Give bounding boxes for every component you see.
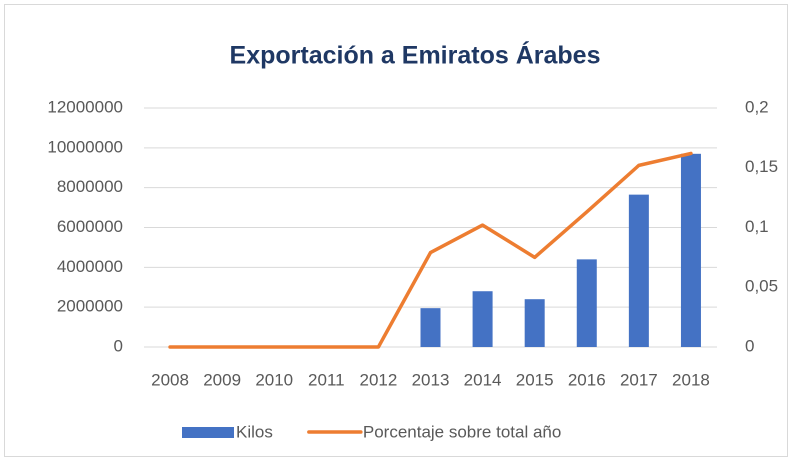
legend-swatch: [182, 427, 234, 438]
x-tick-label: 2015: [516, 370, 554, 389]
y-tick-label: 8000000: [57, 177, 123, 196]
y2-tick-label: 0,05: [745, 277, 778, 296]
y2-tick-label: 0,2: [745, 97, 769, 116]
y-tick-label: 4000000: [57, 257, 123, 276]
x-tick-label: 2017: [620, 370, 658, 389]
y-tick-label: 12000000: [47, 97, 123, 116]
x-tick-label: 2010: [255, 370, 293, 389]
chart-title: Exportación a Emiratos Árabes: [230, 41, 601, 70]
x-tick-label: 2008: [151, 370, 189, 389]
y-tick-label: 10000000: [47, 137, 123, 156]
y2-tick-label: 0,15: [745, 157, 778, 176]
x-tick-label: 2009: [203, 370, 241, 389]
legend-label: Porcentaje sobre total año: [363, 422, 561, 441]
x-tick-label: 2018: [672, 370, 710, 389]
y2-tick-label: 0,1: [745, 217, 769, 236]
bar: [680, 153, 701, 347]
legend-label: Kilos: [236, 422, 273, 441]
x-tick-label: 2016: [568, 370, 606, 389]
bar: [472, 291, 493, 347]
y-tick-label: 2000000: [57, 297, 123, 316]
chart-border: [4, 4, 788, 457]
y-tick-label: 6000000: [57, 217, 123, 236]
bar: [576, 259, 597, 347]
line: [168, 151, 693, 349]
bar: [524, 299, 545, 347]
x-tick-label: 2013: [412, 370, 450, 389]
x-tick-label: 2011: [308, 370, 345, 389]
bar: [628, 194, 649, 347]
y-tick-label: 0: [114, 336, 123, 355]
bar: [420, 308, 441, 347]
y2-tick-label: 0: [745, 336, 754, 355]
x-tick-label: 2012: [359, 370, 397, 389]
x-tick-label: 2014: [464, 370, 502, 389]
